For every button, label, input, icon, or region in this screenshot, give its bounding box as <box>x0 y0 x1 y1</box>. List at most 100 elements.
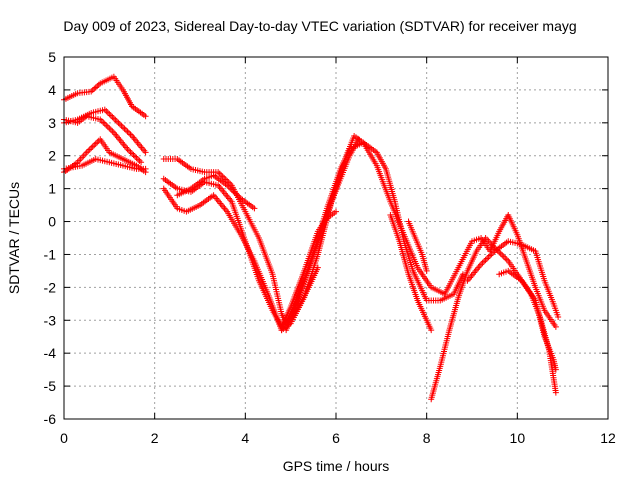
data-point <box>142 113 149 120</box>
data-point <box>91 85 98 92</box>
data-point <box>86 146 93 153</box>
data-point <box>552 323 559 330</box>
data-point <box>107 126 114 133</box>
series-track-a <box>61 73 149 120</box>
series-track-b <box>61 106 149 156</box>
data-point <box>91 142 98 149</box>
data-point <box>88 145 95 152</box>
data-point <box>127 131 134 138</box>
series-track-e <box>61 156 149 172</box>
data-point <box>107 112 114 119</box>
data-point <box>138 159 145 166</box>
data-point <box>104 109 111 116</box>
y-tick-label: -6 <box>44 411 57 427</box>
data-point <box>106 125 113 132</box>
x-tick-label: 0 <box>60 430 68 446</box>
data-point <box>118 122 125 129</box>
series-track-p <box>464 238 562 320</box>
x-tick-label: 10 <box>510 430 526 446</box>
data-point <box>121 125 128 132</box>
series-track-c <box>61 113 145 166</box>
data-point <box>135 156 142 163</box>
data-point <box>499 252 506 259</box>
data-point <box>132 153 139 160</box>
y-tick-label: -2 <box>44 279 57 295</box>
y-tick-label: 4 <box>48 82 56 98</box>
series-track-m <box>405 218 430 274</box>
data-point <box>487 252 494 259</box>
data-point <box>502 255 509 262</box>
x-tick-label: 4 <box>241 430 249 446</box>
series-track-h <box>160 136 362 334</box>
data-point <box>333 208 339 215</box>
y-tick-label: -4 <box>44 345 57 361</box>
y-tick-label: 0 <box>48 214 56 230</box>
data-point <box>122 127 129 134</box>
data-point <box>479 259 486 266</box>
series-track-i <box>174 172 258 212</box>
grid-lines <box>64 57 608 419</box>
data-point <box>552 389 559 396</box>
y-tick-label: -1 <box>44 246 57 262</box>
data-point <box>94 83 101 90</box>
data-point <box>125 130 132 137</box>
data-point <box>216 170 223 177</box>
y-tick-label: 1 <box>48 181 56 197</box>
data-point <box>555 313 562 320</box>
data-point <box>103 108 110 115</box>
data-point <box>428 327 435 334</box>
data-point <box>101 120 108 127</box>
plot-frame <box>63 56 609 420</box>
data-point <box>94 139 101 146</box>
data-point <box>89 143 96 150</box>
data-point <box>110 115 117 122</box>
data-point <box>127 149 134 156</box>
data-point <box>423 267 430 274</box>
data-point <box>130 151 137 158</box>
y-axis-label: SDTVAR / TECUs <box>6 181 22 295</box>
x-tick-label: 2 <box>151 430 159 446</box>
data-point <box>484 255 491 262</box>
data-point <box>497 250 504 257</box>
y-tick-label: 5 <box>48 49 56 65</box>
data-point <box>136 157 143 164</box>
data-point <box>115 119 122 126</box>
data-point <box>113 118 120 125</box>
y-tick-label: -3 <box>44 312 57 328</box>
data-point <box>482 256 489 263</box>
data-point <box>125 147 132 154</box>
data-point <box>142 165 149 172</box>
y-tick-label: -5 <box>44 378 57 394</box>
data-point <box>109 113 116 120</box>
data-point <box>106 111 113 118</box>
y-tick-label: 2 <box>48 148 56 164</box>
data-point <box>251 205 258 212</box>
data-point <box>85 147 92 154</box>
data-point <box>124 128 131 135</box>
series-track-j <box>278 132 448 334</box>
data-point <box>142 149 149 156</box>
chart-title: Day 009 of 2023, Sidereal Day-to-day VTE… <box>63 18 577 34</box>
data-point <box>552 366 559 373</box>
x-tick-label: 8 <box>423 430 431 446</box>
series-track-q <box>496 267 559 373</box>
data-point <box>109 128 116 135</box>
data-point <box>104 123 111 130</box>
x-tick-label: 12 <box>600 430 616 446</box>
series-track-k <box>283 139 466 334</box>
data-point <box>481 258 488 265</box>
y-tick-label: 3 <box>48 115 56 131</box>
data-point <box>92 140 99 147</box>
series-track-l <box>387 211 435 334</box>
x-tick-label: 6 <box>332 430 340 446</box>
data-point <box>488 251 495 258</box>
data-point <box>112 116 119 123</box>
data-points <box>61 73 562 403</box>
data-point <box>100 119 107 126</box>
data-point <box>92 84 99 91</box>
data-point <box>119 124 126 131</box>
data-point <box>116 121 123 128</box>
x-axis-label: GPS time / hours <box>282 458 390 474</box>
